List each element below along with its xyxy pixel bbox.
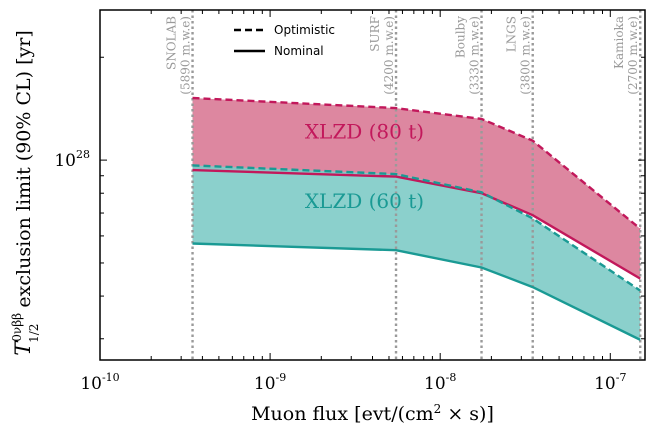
axis-ticks: [99, 10, 645, 360]
lab-name: Kamioka: [612, 16, 626, 69]
lab-name: SNOLAB: [165, 16, 179, 70]
series-1-nominal-line: [192, 242, 641, 341]
band-1: [192, 165, 641, 340]
lab-name: SURF: [368, 16, 382, 52]
series-1-optimistic-line: [192, 164, 641, 292]
x-tick-label: 10-10: [80, 371, 119, 394]
lab-label-boulby: Boulby (3330 m.w.e): [454, 16, 482, 95]
plot-area: SNOLAB (5890 m.w.e) SURF (4200 m.w.e) Boulby…: [165, 10, 642, 360]
series-0-optimistic-line: [192, 96, 641, 230]
lab-label-surf: SURF (4200 m.w.e): [368, 16, 396, 95]
x-axis-label: Muon flux [evt/(cm2 × s)]: [251, 402, 494, 425]
x-tick-label: 10-8: [424, 371, 456, 394]
x-tick-label: 10-9: [254, 371, 286, 394]
axis-labels: 10-10 10-9 10-8 10-7 1028 Muon flux [evt/(cm2…: [10, 30, 626, 425]
band-label-0: XLZD (80 t): [305, 120, 424, 144]
lab-depth: (3330 m.w.e): [468, 16, 482, 95]
band-label-1: XLZD (60 t): [305, 189, 424, 213]
y-axis-label: T0νββ 1/2 exclusion limit (90% CL) [yr]: [10, 30, 41, 356]
lab-depth: (5890 m.w.e): [179, 16, 193, 95]
lab-depth: (3800 m.w.e): [519, 16, 533, 95]
legend-label-solid: Nominal: [274, 44, 324, 58]
lab-label-kamioka: Kamioka (2700 m.w.e): [612, 16, 640, 95]
x-tick-label: 10-7: [594, 371, 626, 394]
lab-depth: (4200 m.w.e): [382, 16, 396, 95]
lab-label-lngs: LNGS (3800 m.w.e): [505, 16, 533, 95]
band-0: [192, 98, 641, 279]
lab-name: Boulby: [454, 16, 468, 58]
y-tick-label: 1028: [54, 148, 90, 171]
lab-depth: (2700 m.w.e): [626, 16, 640, 95]
legend-label-dashed: Optimistic: [274, 23, 335, 37]
legend: Optimistic Nominal: [234, 23, 335, 58]
lab-label-snolab: SNOLAB (5890 m.w.e): [165, 16, 193, 95]
lab-name: LNGS: [505, 16, 519, 52]
